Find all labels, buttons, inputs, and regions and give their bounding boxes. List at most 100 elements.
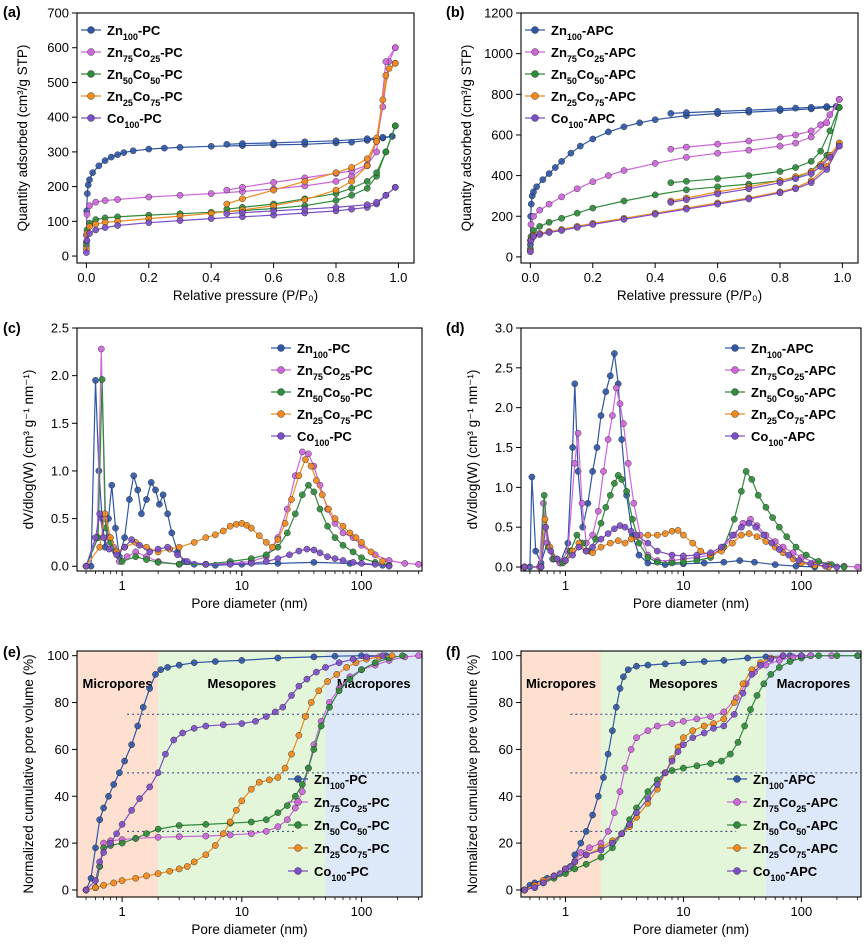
data-point [129, 147, 137, 155]
legend-subscript: 50 [769, 827, 779, 837]
data-point [138, 510, 145, 518]
data-point [318, 491, 326, 499]
legend-subscript: 75 [340, 416, 350, 426]
legend-element: Zn [314, 772, 330, 787]
data-point [190, 725, 198, 732]
data-point [262, 713, 270, 720]
legend-marker [731, 344, 739, 352]
legend-subscript: 100 [330, 781, 345, 791]
data-point [326, 703, 333, 711]
y-tick-label: 200 [47, 179, 69, 194]
data-point [729, 531, 736, 539]
data-point [654, 531, 661, 539]
data-point [558, 227, 565, 234]
data-point [262, 558, 270, 565]
data-point [720, 708, 728, 716]
legend-subscript: 25 [340, 372, 350, 382]
legend-subscript: 100 [567, 32, 582, 42]
data-point [262, 828, 270, 835]
series-line [85, 348, 419, 567]
data-point [736, 557, 744, 564]
legend-marker [294, 798, 302, 806]
data-point [348, 164, 355, 171]
data-point [539, 176, 547, 183]
y-tick-label: 1.0 [495, 480, 513, 495]
data-point [170, 736, 177, 744]
legend-marker [733, 821, 741, 829]
data-point [211, 842, 219, 849]
panel-letter: (e) [3, 645, 21, 661]
data-point [108, 481, 116, 489]
y-tick-label: 700 [47, 6, 69, 21]
data-point [363, 201, 371, 208]
data-point [302, 713, 309, 720]
legend-entry: Zn75Co25-APC [753, 795, 839, 814]
data-point [604, 436, 612, 443]
data-point [358, 539, 365, 546]
data-point [817, 121, 824, 129]
series-Zn25Co75 [83, 60, 399, 253]
legend-element: Co [753, 864, 770, 879]
data-point [132, 875, 139, 882]
data-point [767, 671, 775, 678]
data-point [792, 139, 799, 147]
data-point [305, 764, 312, 772]
data-point [316, 505, 324, 513]
data-point [298, 781, 306, 788]
legend-marker [531, 70, 539, 78]
legend-element: Zn [551, 45, 567, 60]
data-point [776, 179, 784, 186]
data-point [731, 699, 738, 706]
data-point [247, 560, 255, 567]
data-point [301, 178, 309, 185]
data-point [101, 157, 109, 164]
data-point [310, 488, 318, 496]
data-point [269, 543, 276, 551]
data-point [602, 503, 610, 511]
data-point [567, 149, 575, 157]
data-point [92, 534, 99, 541]
data-point [83, 249, 90, 256]
data-point [219, 721, 227, 729]
data-point [589, 811, 596, 819]
data-point [107, 534, 114, 541]
series-Zn50Co50 [521, 652, 861, 894]
data-point [745, 519, 753, 527]
data-point [307, 699, 315, 706]
data-point [536, 206, 544, 214]
data-point [146, 685, 153, 692]
data-point [707, 549, 714, 557]
data-point [589, 204, 597, 212]
data-point [168, 529, 176, 537]
legend-element: Co [779, 841, 796, 856]
legend-element: Co [107, 111, 124, 126]
legend-element: Zn [751, 341, 767, 356]
data-point [745, 530, 753, 537]
data-point [624, 666, 632, 674]
legend-suffix: -APC [583, 111, 615, 126]
data-point [166, 867, 173, 875]
series-line [90, 380, 383, 567]
legend-entry: Zn75Co25-PC [107, 45, 183, 64]
legend-entry: Co100-APC [751, 429, 816, 448]
data-point [593, 444, 601, 451]
legend-marker [294, 844, 302, 852]
data-point [854, 563, 861, 571]
data-point [262, 816, 270, 824]
data-point [331, 652, 339, 660]
legend-marker [87, 114, 95, 122]
data-point [219, 830, 227, 838]
panel-letter: (c) [3, 321, 21, 337]
data-point [667, 179, 675, 186]
data-point [89, 169, 96, 176]
x-axis-label: Pore diameter (nm) [633, 596, 749, 611]
legend-suffix: -APC [806, 795, 838, 810]
y-tick-label: 0 [506, 249, 513, 264]
data-point [283, 529, 291, 537]
y-tick-label: 40 [499, 789, 513, 804]
data-point [745, 146, 753, 154]
data-point [176, 217, 184, 224]
data-point [807, 560, 815, 568]
data-point [707, 760, 714, 767]
legend-entry: Co100-PC [297, 429, 352, 448]
